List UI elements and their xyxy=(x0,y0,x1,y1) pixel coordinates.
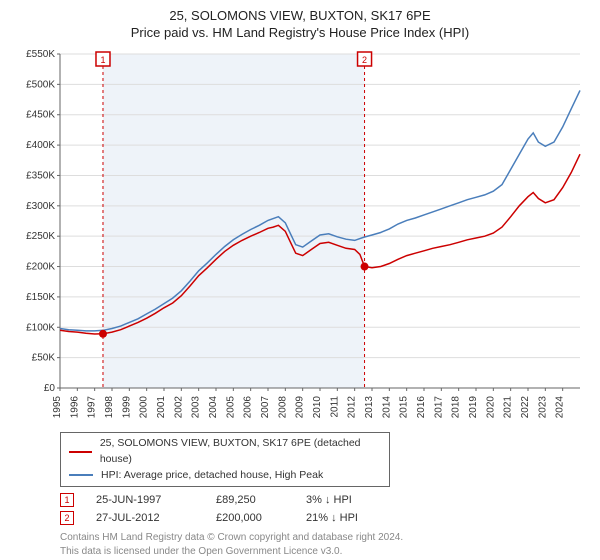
svg-text:£0: £0 xyxy=(44,383,56,394)
marker-price: £89,250 xyxy=(216,494,306,506)
marker-price: £200,000 xyxy=(216,512,306,524)
marker-date: 27-JUL-2012 xyxy=(96,512,216,524)
svg-text:2006: 2006 xyxy=(243,396,254,419)
svg-text:2001: 2001 xyxy=(156,396,167,419)
footnote-line: This data is licensed under the Open Gov… xyxy=(60,545,590,559)
svg-text:2018: 2018 xyxy=(451,396,462,419)
chart-zone: 1 2 £0 £50K £100K £150K £200K £250K £300K £350K £4… xyxy=(10,46,590,426)
svg-text:2000: 2000 xyxy=(139,396,150,419)
svg-text:2020: 2020 xyxy=(485,396,496,419)
svg-text:2016: 2016 xyxy=(416,396,427,419)
legend-label: HPI: Average price, detached house, High… xyxy=(101,468,323,484)
svg-text:2011: 2011 xyxy=(329,396,340,418)
svg-text:£150K: £150K xyxy=(26,292,55,303)
svg-text:£550K: £550K xyxy=(26,49,55,60)
marker-pct: 21% ↓ HPI xyxy=(306,512,416,524)
svg-text:£300K: £300K xyxy=(26,201,55,212)
svg-text:£350K: £350K xyxy=(26,170,55,181)
marker-date: 25-JUN-1997 xyxy=(96,494,216,506)
svg-text:2005: 2005 xyxy=(225,396,236,419)
svg-text:2010: 2010 xyxy=(312,396,323,419)
line-chart: 1 2 £0 £50K £100K £150K £200K £250K £300K £350K £4… xyxy=(10,46,590,426)
svg-text:2012: 2012 xyxy=(347,396,358,419)
legend-swatch xyxy=(69,474,93,476)
svg-text:2002: 2002 xyxy=(173,396,184,419)
sale-marker-table: 1 25-JUN-1997 £89,250 3% ↓ HPI 2 27-JUL-… xyxy=(60,493,590,525)
marker-pct: 3% ↓ HPI xyxy=(306,494,416,506)
svg-text:£200K: £200K xyxy=(26,262,55,273)
svg-text:1997: 1997 xyxy=(87,396,98,419)
svg-text:1995: 1995 xyxy=(52,396,63,419)
svg-text:2013: 2013 xyxy=(364,396,375,419)
legend-item-price-paid: 25, SOLOMONS VIEW, BUXTON, SK17 6PE (det… xyxy=(69,436,381,468)
svg-text:2024: 2024 xyxy=(555,396,566,419)
svg-text:2021: 2021 xyxy=(503,396,514,419)
marker-number-box: 1 xyxy=(60,493,74,507)
svg-text:2023: 2023 xyxy=(537,396,548,419)
svg-text:£50K: £50K xyxy=(32,353,56,364)
footnote: Contains HM Land Registry data © Crown c… xyxy=(60,531,590,558)
svg-text:2007: 2007 xyxy=(260,396,271,419)
legend-swatch xyxy=(69,451,92,453)
svg-text:2009: 2009 xyxy=(295,396,306,419)
marker-row: 1 25-JUN-1997 £89,250 3% ↓ HPI xyxy=(60,493,590,507)
svg-text:1996: 1996 xyxy=(69,396,80,419)
marker-number-box: 2 xyxy=(60,511,74,525)
svg-text:£400K: £400K xyxy=(26,140,55,151)
svg-text:2008: 2008 xyxy=(277,396,288,419)
svg-text:2017: 2017 xyxy=(433,396,444,419)
svg-text:£250K: £250K xyxy=(26,231,55,242)
svg-text:2003: 2003 xyxy=(191,396,202,419)
svg-text:£450K: £450K xyxy=(26,110,55,121)
svg-text:1999: 1999 xyxy=(121,396,132,419)
svg-text:2015: 2015 xyxy=(399,396,410,419)
marker-row: 2 27-JUL-2012 £200,000 21% ↓ HPI xyxy=(60,511,590,525)
legend-item-hpi: HPI: Average price, detached house, High… xyxy=(69,468,381,484)
svg-text:2: 2 xyxy=(362,55,367,65)
title-sub: Price paid vs. HM Land Registry's House … xyxy=(10,25,590,40)
legend: 25, SOLOMONS VIEW, BUXTON, SK17 6PE (det… xyxy=(60,432,390,487)
svg-text:2019: 2019 xyxy=(468,396,479,419)
svg-text:2014: 2014 xyxy=(381,396,392,419)
svg-text:£100K: £100K xyxy=(26,322,55,333)
title-main: 25, SOLOMONS VIEW, BUXTON, SK17 6PE xyxy=(10,8,590,23)
svg-text:£500K: £500K xyxy=(26,79,55,90)
svg-text:1998: 1998 xyxy=(104,396,115,419)
svg-text:2004: 2004 xyxy=(208,396,219,419)
legend-label: 25, SOLOMONS VIEW, BUXTON, SK17 6PE (det… xyxy=(100,436,381,468)
svg-text:1: 1 xyxy=(100,55,105,65)
footnote-line: Contains HM Land Registry data © Crown c… xyxy=(60,531,590,545)
chart-titles: 25, SOLOMONS VIEW, BUXTON, SK17 6PE Pric… xyxy=(10,8,590,40)
svg-text:2022: 2022 xyxy=(520,396,531,419)
